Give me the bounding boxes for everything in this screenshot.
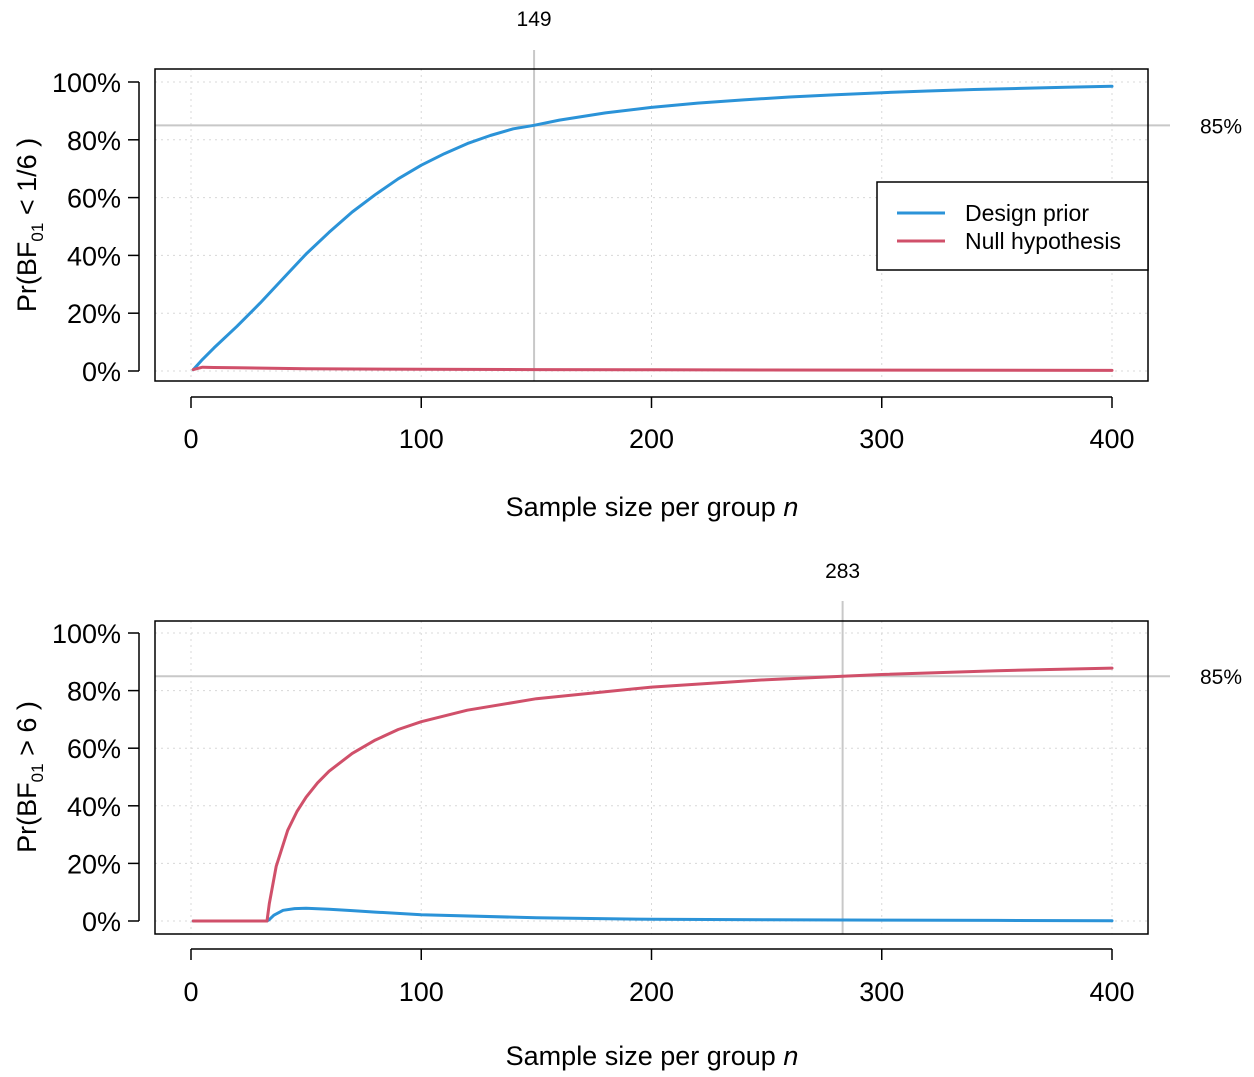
y-tick-label: 100% xyxy=(52,68,121,98)
x-axis: 0 100 200 300 400 xyxy=(183,396,1135,454)
grid xyxy=(155,621,1148,934)
x-tick-label: 0 xyxy=(183,977,198,1007)
y-tick-label: 80% xyxy=(67,677,121,707)
series-line-null-hypothesis xyxy=(191,365,1114,372)
x-tick-label: 0 xyxy=(183,424,198,454)
x-tick-label: 100 xyxy=(399,977,444,1007)
legend-label-null-hypothesis: Null hypothesis xyxy=(965,228,1121,254)
x-axis-title: Sample size per group n xyxy=(506,1041,799,1071)
y-tick-label: 60% xyxy=(67,734,121,764)
x-tick-label: 200 xyxy=(629,424,674,454)
y-tick-label: 40% xyxy=(67,241,121,271)
reference-y-label: 85% xyxy=(1200,115,1242,138)
y-tick-label: 0% xyxy=(82,357,121,387)
x-axis: 0 100 200 300 400 xyxy=(183,948,1135,1007)
legend-box xyxy=(876,181,1149,271)
x-tick-label: 100 xyxy=(399,424,444,454)
y-axis-title: Pr(BF01 > 6 ) xyxy=(12,701,47,853)
series-line-design-prior xyxy=(191,84,1114,372)
x-axis-title: Sample size per group n xyxy=(506,492,799,522)
y-tick-label: 100% xyxy=(52,619,121,649)
legend: Design prior Null hypothesis xyxy=(876,181,1149,271)
y-tick-label: 0% xyxy=(82,907,121,937)
y-axis-title: Pr(BF01 < 1/6 ) xyxy=(12,138,47,312)
bottom-panel: 0% 20% 40% 60% 80% 100% 0 100 200 300 400 283 85%… xyxy=(12,560,1242,1071)
x-tick-label: 200 xyxy=(629,977,674,1007)
y-axis: 0% 20% 40% 60% 80% 100% xyxy=(52,68,140,387)
y-tick-label: 80% xyxy=(67,126,121,156)
y-tick-label: 20% xyxy=(67,849,121,879)
series-line-null-hypothesis xyxy=(191,666,1114,923)
top-panel: 0% 20% 40% 60% 80% 100% 0 100 200 300 400 149 85%… xyxy=(12,8,1242,522)
reference-x-label: 283 xyxy=(825,560,860,583)
series-line-design-prior xyxy=(191,906,1114,923)
x-tick-label: 400 xyxy=(1089,977,1134,1007)
x-tick-label: 300 xyxy=(859,424,904,454)
reference-y-label: 85% xyxy=(1200,666,1242,689)
y-axis: 0% 20% 40% 60% 80% 100% xyxy=(52,619,140,937)
y-tick-label: 60% xyxy=(67,184,121,214)
reference-lines xyxy=(155,601,1170,934)
y-tick-label: 40% xyxy=(67,792,121,822)
legend-label-design-prior: Design prior xyxy=(965,200,1089,226)
reference-x-label: 149 xyxy=(517,8,552,31)
x-tick-label: 300 xyxy=(859,977,904,1007)
y-tick-label: 20% xyxy=(67,299,121,329)
series-lines xyxy=(191,666,1114,923)
plot-frame xyxy=(154,620,1149,935)
x-tick-label: 400 xyxy=(1089,424,1134,454)
reference-lines xyxy=(155,50,1170,381)
series-lines xyxy=(191,84,1114,372)
